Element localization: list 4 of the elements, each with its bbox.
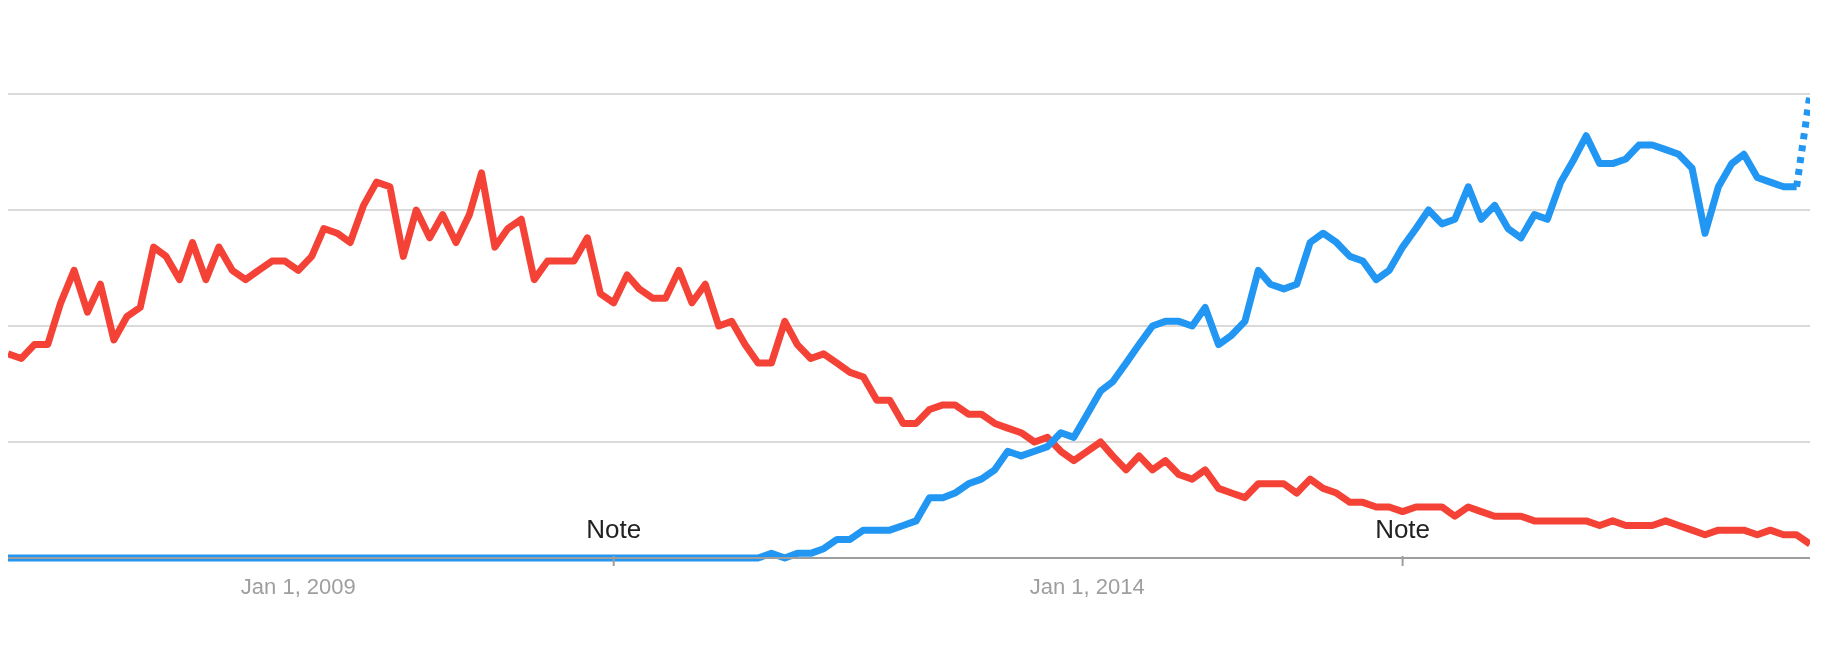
x-tick-label: Jan 1, 2014 bbox=[1029, 574, 1145, 599]
annotation: Note bbox=[1375, 514, 1431, 545]
x-tick-label: Jan 1, 2009 bbox=[240, 574, 356, 599]
annotation: Note bbox=[586, 514, 642, 545]
